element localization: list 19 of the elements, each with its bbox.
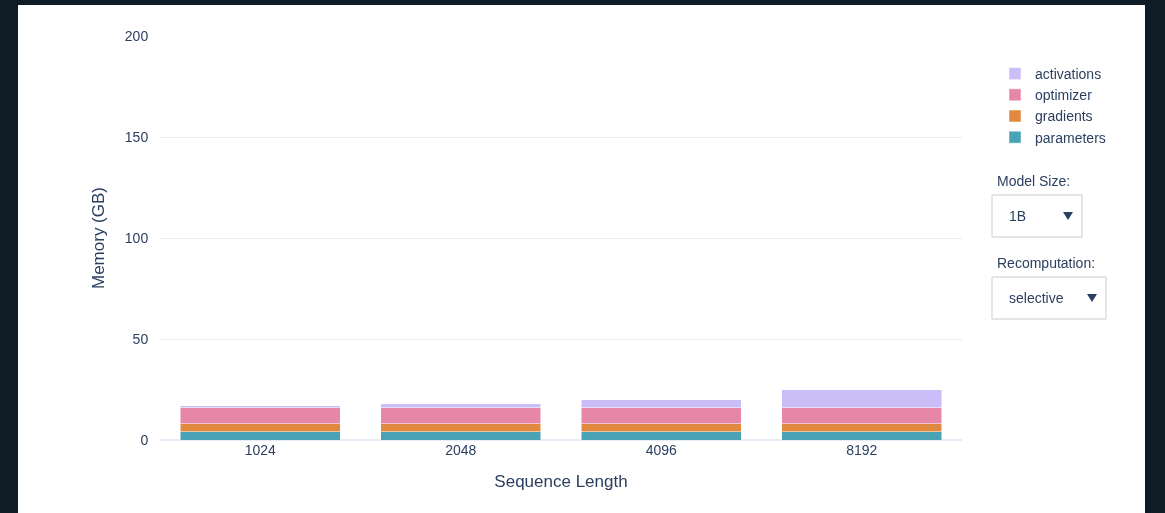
- y-tick-label: 100: [124, 229, 149, 246]
- legend-label: gradients: [1035, 108, 1093, 125]
- text: selective: [1009, 290, 1064, 306]
- x-axis-title: Sequence Length: [494, 472, 628, 492]
- y-tick-label: 150: [124, 128, 149, 145]
- x-tick-label: 8192: [846, 442, 878, 458]
- y-axis-title: Memory (GB): [89, 187, 109, 289]
- text: 1B: [1009, 208, 1027, 224]
- y-tick-label: 50: [132, 330, 149, 347]
- legend-label: optimizer: [1035, 87, 1093, 104]
- x-tick-label: 1024: [244, 442, 277, 458]
- text: Model Size:: [997, 173, 1071, 189]
- text: Recomputation:: [997, 255, 1096, 271]
- x-tick-label: 2048: [445, 442, 477, 458]
- legend-label: parameters: [1035, 129, 1106, 146]
- y-tick-label: 0: [140, 431, 149, 448]
- legend-label: activations: [1035, 66, 1102, 83]
- y-tick-label: 200: [124, 27, 149, 44]
- x-tick-label: 4096: [645, 442, 678, 458]
